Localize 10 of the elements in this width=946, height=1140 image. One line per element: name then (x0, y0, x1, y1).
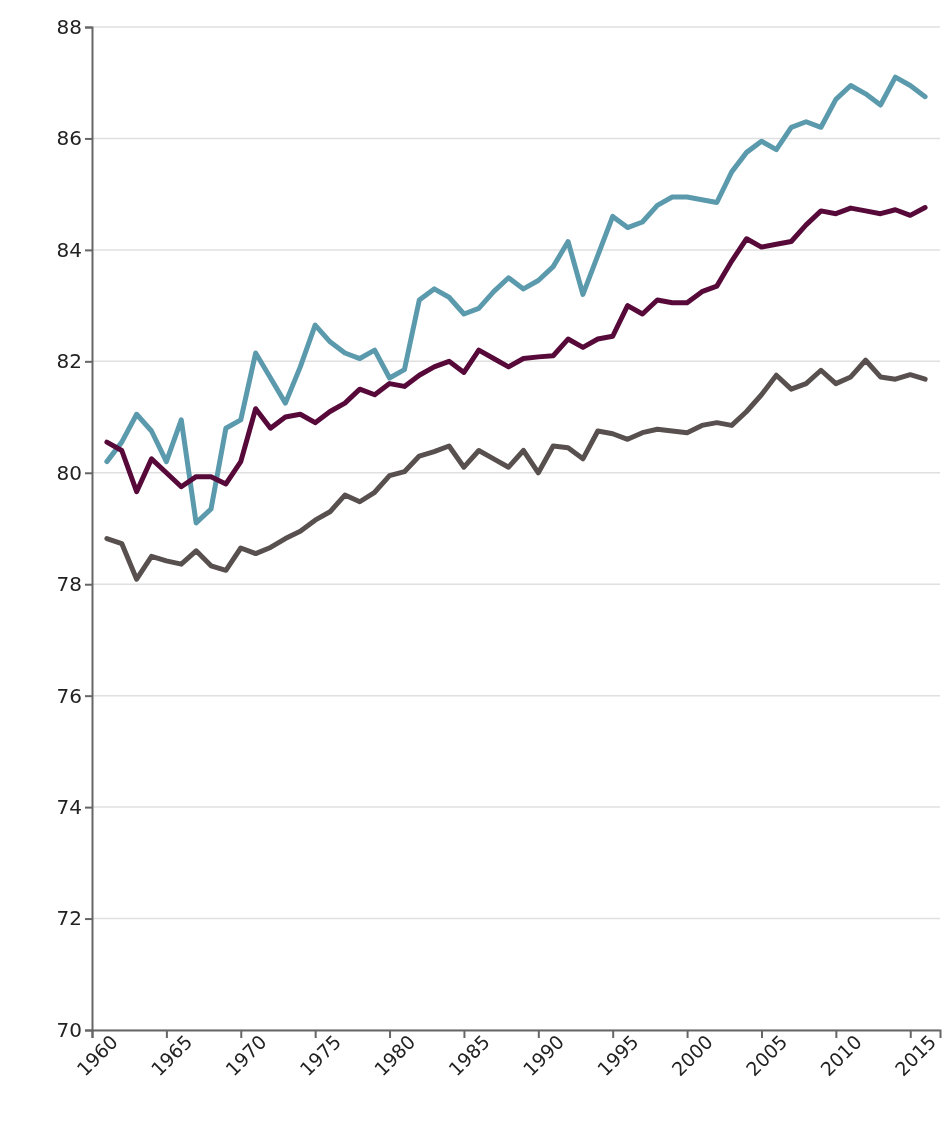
y-tick-label: 84 (56, 237, 82, 262)
y-tick-label: 72 (56, 906, 82, 931)
y-tick-label: 82 (56, 349, 82, 374)
y-tick-label: 80 (56, 460, 82, 485)
y-tick-label: 74 (56, 795, 82, 820)
y-tick-label: 76 (56, 683, 82, 708)
y-tick-label: 78 (56, 572, 82, 597)
y-tick-label: 86 (56, 126, 82, 151)
y-tick-label: 70 (56, 1017, 82, 1042)
y-tick-label: 88 (56, 14, 82, 39)
